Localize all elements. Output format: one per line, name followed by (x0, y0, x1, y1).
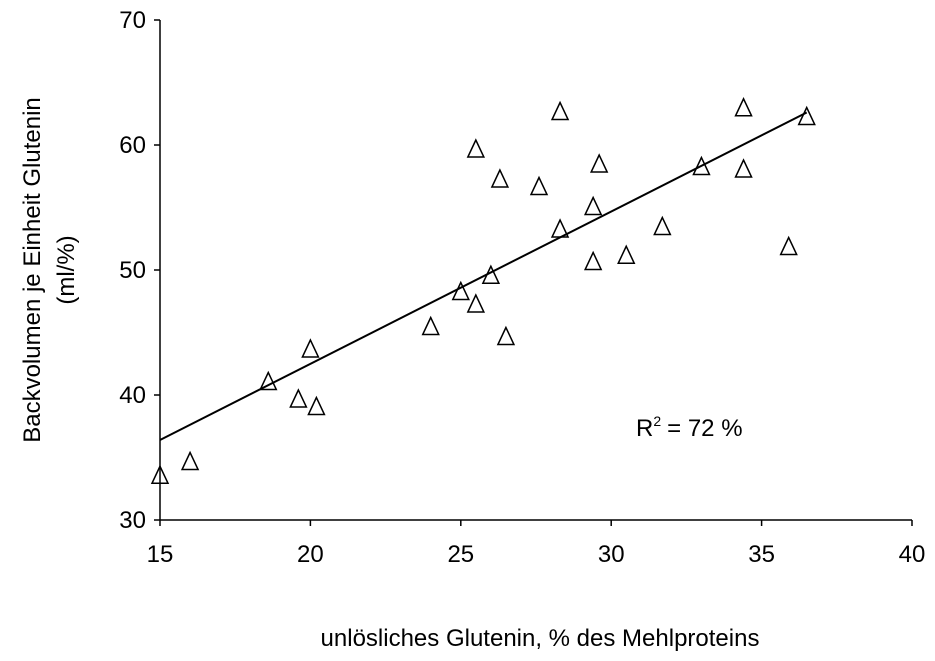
point (421, 315, 440, 336)
x-tick-label: 35 (748, 541, 775, 568)
annotation: R2 = 72 % (636, 413, 743, 442)
point (589, 153, 609, 173)
point (653, 215, 672, 236)
point (550, 100, 570, 121)
point (496, 325, 516, 346)
point (583, 250, 603, 271)
point (451, 280, 470, 301)
point (289, 388, 308, 408)
y-tick-label: 70 (119, 7, 146, 34)
point (150, 464, 170, 484)
point (734, 158, 753, 178)
point (466, 293, 486, 313)
annotation-superscript: 2 (653, 413, 661, 429)
point (481, 264, 501, 284)
point (692, 155, 711, 176)
x-tick-label: 30 (598, 541, 625, 568)
point (259, 370, 278, 391)
point (734, 96, 753, 117)
point (301, 338, 320, 358)
y-tick-label: 60 (119, 132, 146, 159)
point (779, 235, 798, 256)
x-tick-label: 40 (899, 541, 926, 568)
trendline (159, 111, 808, 441)
annotation-base: R (636, 415, 653, 442)
x-tick-label: 20 (297, 541, 324, 568)
x-axis-label: unlösliches Glutenin, % des Mehlproteins (321, 625, 760, 652)
x-tick-label: 15 (147, 541, 174, 568)
point (617, 244, 636, 264)
y-axis-label: (ml/%) (53, 235, 80, 304)
y-tick-label: 30 (119, 507, 146, 534)
x-tick-label: 25 (447, 541, 474, 568)
point (550, 218, 570, 238)
annotation-rest: = 72 % (667, 415, 742, 442)
point (583, 195, 603, 216)
point (797, 105, 816, 126)
y-axis-label: Backvolumen je Einheit Glutenin (19, 97, 46, 443)
y-tick-label: 50 (119, 257, 146, 284)
point (529, 175, 549, 196)
point (307, 395, 326, 416)
point (180, 450, 200, 471)
point (466, 138, 486, 158)
point (490, 168, 510, 188)
y-tick-label: 40 (119, 382, 146, 409)
